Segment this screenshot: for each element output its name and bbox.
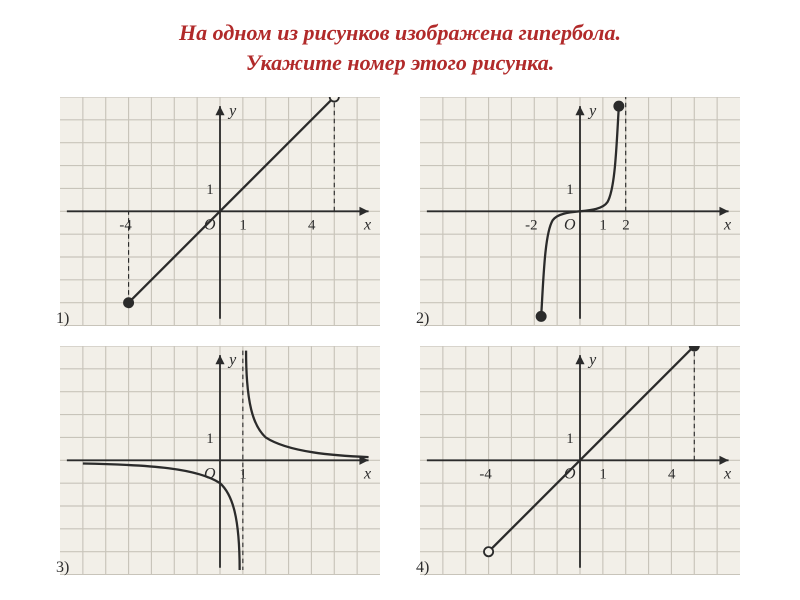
svg-text:2: 2	[622, 218, 629, 234]
plot-label-1: 1)	[56, 310, 69, 328]
svg-text:1: 1	[599, 218, 606, 234]
svg-text:y: y	[227, 103, 237, 120]
plot-panel-2: xyO-2121 2)	[420, 97, 740, 326]
svg-text:x: x	[363, 217, 371, 234]
svg-text:y: y	[587, 103, 597, 120]
svg-text:x: x	[723, 217, 731, 234]
plots-grid: xyO-4141 1) xyO-2121 2) xyO11 3) xyO-414…	[0, 87, 800, 594]
svg-text:y: y	[587, 351, 597, 368]
plot-panel-4: xyO-4141 4)	[420, 346, 740, 575]
title-line-1: На одном из рисунков изображена гипербол…	[179, 20, 621, 45]
plot-svg-1: xyO-4141	[60, 97, 380, 326]
svg-text:x: x	[723, 466, 731, 483]
plot-panel-3: xyO11 3)	[60, 346, 380, 575]
svg-text:x: x	[363, 466, 371, 483]
plot-svg-2: xyO-2121	[420, 97, 740, 326]
plot-label-4: 4)	[416, 559, 429, 577]
plot-panel-1: xyO-4141 1)	[60, 97, 380, 326]
plot-label-3: 3)	[56, 559, 69, 577]
svg-text:1: 1	[239, 218, 246, 234]
plot-svg-3: xyO11	[60, 346, 380, 575]
question-title: На одном из рисунков изображена гипербол…	[0, 0, 800, 87]
svg-text:1: 1	[206, 431, 213, 447]
svg-text:y: y	[227, 351, 237, 368]
svg-text:1: 1	[566, 431, 573, 447]
svg-text:4: 4	[668, 467, 676, 483]
svg-text:1: 1	[206, 183, 213, 199]
svg-text:-4: -4	[119, 218, 132, 234]
svg-text:1: 1	[599, 467, 606, 483]
svg-text:1: 1	[566, 183, 573, 199]
svg-text:4: 4	[308, 218, 316, 234]
svg-text:O: O	[564, 217, 576, 234]
plot-svg-4: xyO-4141	[420, 346, 740, 575]
svg-text:-2: -2	[525, 218, 537, 234]
svg-text:-4: -4	[479, 467, 492, 483]
plot-label-2: 2)	[416, 310, 429, 328]
title-line-2: Укажите номер этого рисунка.	[246, 50, 555, 75]
